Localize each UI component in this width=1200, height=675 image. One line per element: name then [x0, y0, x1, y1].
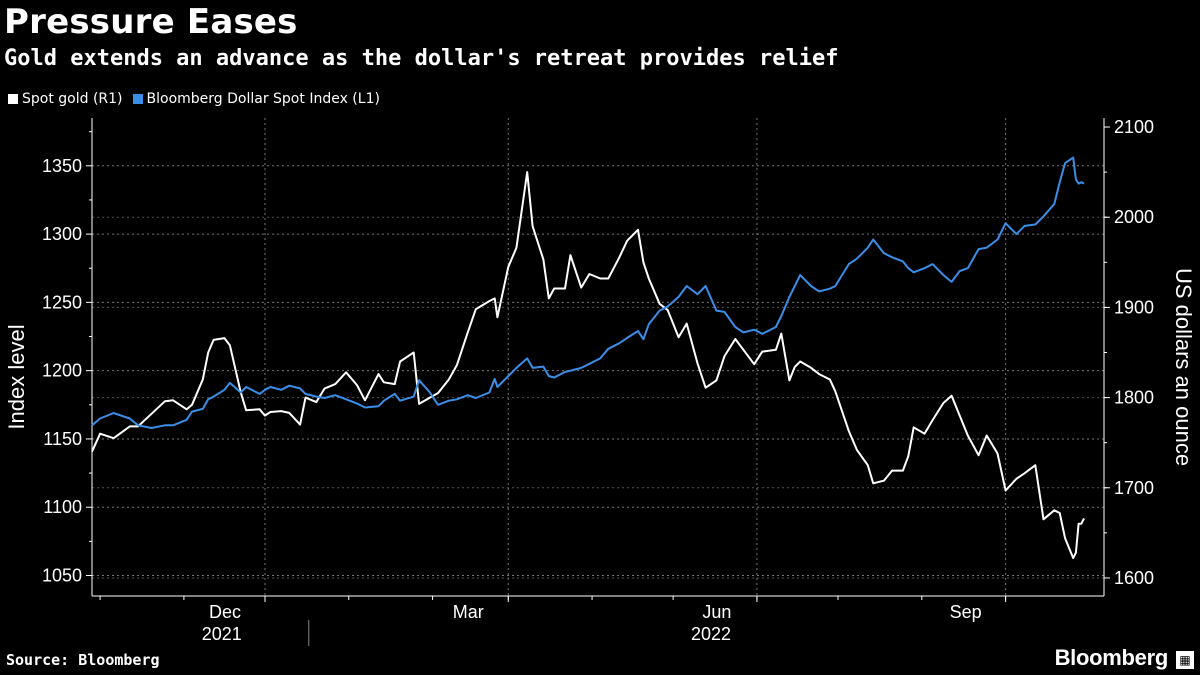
- tick-label-left-1150: 1150: [43, 429, 82, 449]
- tick-label-left-1250: 1250: [42, 292, 82, 312]
- tick-label-left-1100: 1100: [43, 497, 82, 517]
- legend: Spot gold (R1) Bloomberg Dollar Spot Ind…: [8, 91, 380, 107]
- tick-label-left-1050: 1050: [42, 566, 82, 586]
- tick-label-right-1700: 1700: [1114, 478, 1154, 498]
- legend-item-dollar: Bloomberg Dollar Spot Index (L1): [132, 91, 380, 107]
- legend-swatch-dollar: [132, 94, 143, 104]
- bloomberg-logo: Bloomberg: [1054, 645, 1169, 670]
- tick-label-x-Jun: Jun: [702, 602, 731, 622]
- tick-label-right-2100: 2100: [1114, 117, 1154, 137]
- tick-label-right-1900: 1900: [1114, 297, 1154, 317]
- tick-label-x-Sep: Sep: [950, 602, 982, 622]
- tick-label-right-1800: 1800: [1114, 388, 1154, 408]
- legend-label-gold: Spot gold (R1): [22, 91, 123, 107]
- y-axis-title-right: US dollars an ounce: [1171, 268, 1196, 466]
- legend-item-gold: Spot gold (R1): [8, 91, 123, 107]
- tick-label-x-Mar: Mar: [453, 602, 484, 622]
- year-label-2022: 2022: [691, 624, 731, 644]
- tick-label-x-Dec: Dec: [209, 602, 241, 622]
- tick-label-left-1200: 1200: [42, 361, 82, 381]
- tick-label-left-1300: 1300: [42, 224, 82, 244]
- y-axis-title-left: Index level: [4, 324, 29, 429]
- series-line-spot-gold: [91, 171, 1085, 560]
- chart-subtitle: Gold extends an advance as the dollar's …: [4, 46, 839, 71]
- legend-swatch-gold: [8, 94, 18, 104]
- year-label-2021: 2021: [202, 624, 242, 644]
- tick-label-right-1600: 1600: [1114, 568, 1154, 588]
- chart-title: Pressure Eases: [4, 2, 298, 42]
- legend-label-dollar: Bloomberg Dollar Spot Index (L1): [146, 91, 380, 107]
- tick-label-left-1350: 1350: [42, 156, 82, 176]
- source-note: Source: Bloomberg: [6, 651, 160, 669]
- series-line-dollar-index: [91, 156, 1085, 429]
- bar-chart-icon: ▦: [1176, 651, 1194, 669]
- tick-label-right-2000: 2000: [1114, 207, 1154, 227]
